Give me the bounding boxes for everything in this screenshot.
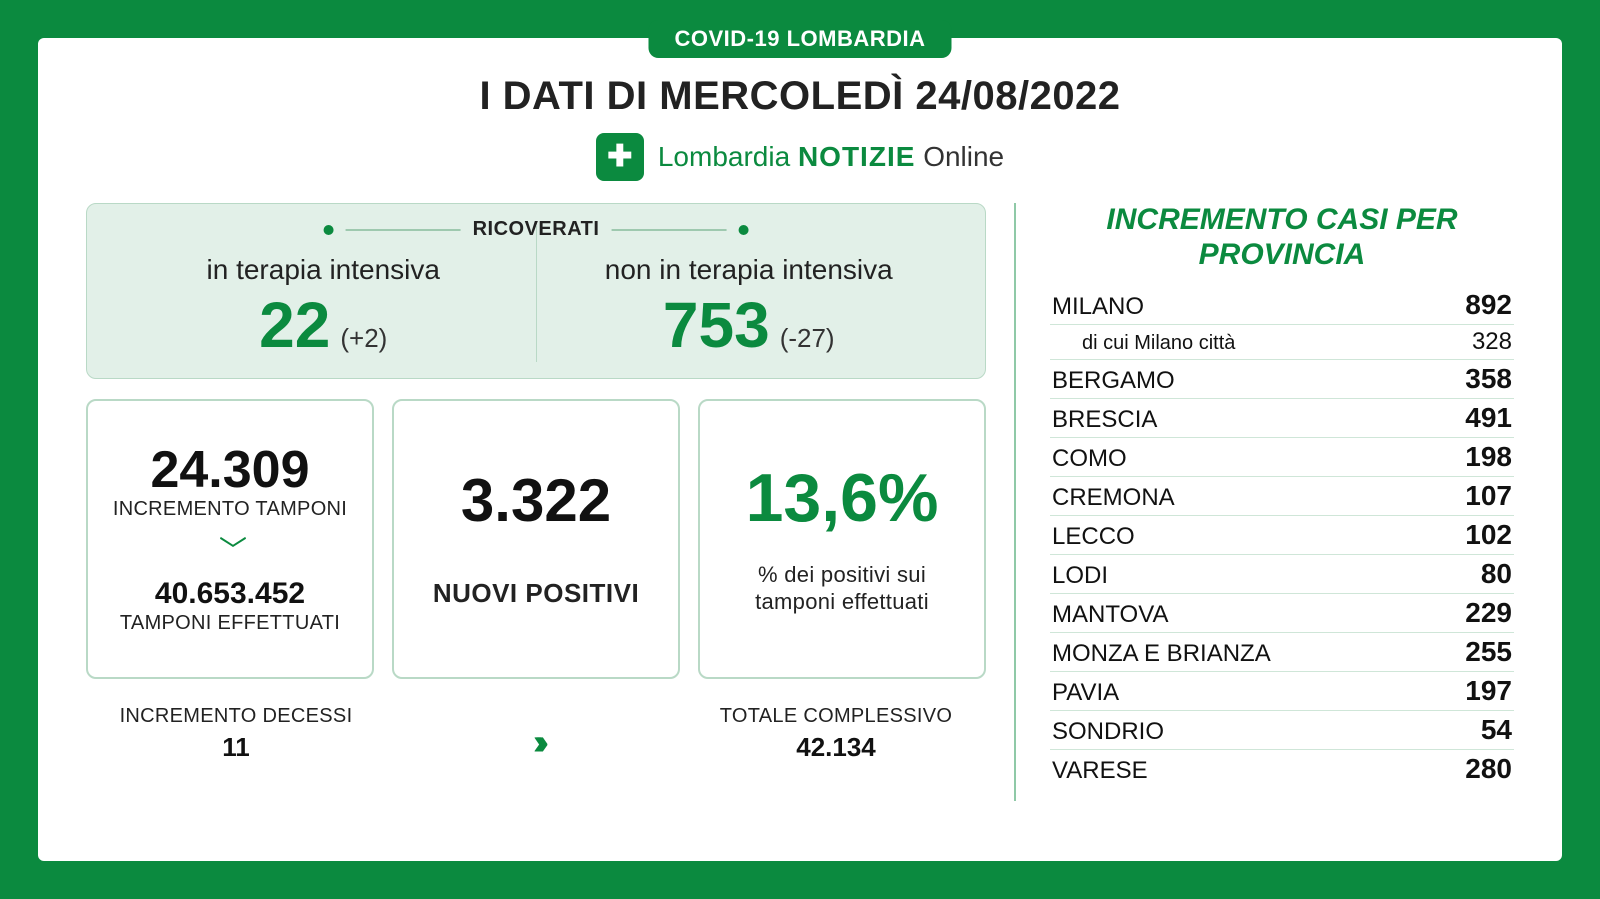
ricoverati-label: RICOVERATI [473,218,600,241]
positivi-label: NUOVI POSITIVI [404,578,668,609]
province-value: 80 [1481,558,1512,590]
province-row: di cui Milano città 328 [1050,325,1514,360]
icu-box: in terapia intensiva 22 (+2) [111,226,537,362]
province-name: BERGAMO [1052,367,1175,395]
infographic-frame: COVID-19 LOMBARDIA I DATI DI MERCOLEDÌ 2… [38,38,1562,861]
brand-row: Lombardia NOTIZIE Online [86,133,1514,181]
province-row: MANTOVA 229 [1050,594,1514,633]
nonicu-label: non in terapia intensiva [537,254,962,286]
decessi-value: 11 [86,732,386,763]
province-row: BRESCIA 491 [1050,399,1514,438]
totale-box: TOTALE COMPLESSIVO 42.134 [686,705,986,763]
stats-row: 24.309 INCREMENTO TAMPONI ﹀ 40.653.452 T… [86,399,986,679]
percent-label-2: tamponi effettuati [710,589,974,615]
bottom-row: INCREMENTO DECESSI 11 ››› TOTALE COMPLES… [86,705,986,763]
tamponi-incremento: 24.309 [98,443,362,498]
province-name: BRESCIA [1052,406,1157,434]
line-decoration [611,229,726,231]
decessi-label: INCREMENTO DECESSI [86,705,386,728]
brand-online: Online [923,141,1004,172]
province-row: MILANO 892 [1050,286,1514,325]
province-value: 892 [1465,289,1512,321]
province-name: MONZA E BRIANZA [1052,640,1271,668]
lombardia-logo-icon [596,133,644,181]
percent-label-1: % dei positivi sui [710,562,974,588]
province-value: 229 [1465,597,1512,629]
province-row: PAVIA 197 [1050,672,1514,711]
province-row: CREMONA 107 [1050,477,1514,516]
province-row: SONDRIO 54 [1050,711,1514,750]
totale-value: 42.134 [686,732,986,763]
province-name: LECCO [1052,523,1135,551]
tamponi-card: 24.309 INCREMENTO TAMPONI ﹀ 40.653.452 T… [86,399,374,679]
province-row: VARESE 280 [1050,750,1514,788]
province-value: 328 [1472,328,1512,356]
positivi-value: 3.322 [404,469,668,532]
province-row: LECCO 102 [1050,516,1514,555]
province-name: LODI [1052,562,1108,590]
province-name: VARESE [1052,757,1148,785]
brand-text: Lombardia NOTIZIE Online [658,141,1004,173]
province-row: COMO 198 [1050,438,1514,477]
tamponi-totale: 40.653.452 [98,577,362,611]
dot-icon [324,225,334,235]
dot-icon [738,225,748,235]
province-value: 54 [1481,714,1512,746]
nonicu-box: non in terapia intensiva 753 (-27) [537,226,962,362]
province-title: INCREMENTO CASI PER PROVINCIA [1050,203,1514,272]
brand-lombardia: Lombardia [658,141,790,172]
totale-label: TOTALE COMPLESSIVO [686,705,986,728]
ricoverati-panel: RICOVERATI in terapia intensiva 22 (+2) … [86,203,986,379]
province-name: MILANO [1052,293,1144,321]
province-row: BERGAMO 358 [1050,360,1514,399]
ricoverati-header: RICOVERATI [324,218,749,241]
province-value: 358 [1465,363,1512,395]
province-value: 198 [1465,441,1512,473]
province-value: 280 [1465,753,1512,785]
positivi-card: 3.322 NUOVI POSITIVI [392,399,680,679]
tamponi-totale-label: TAMPONI EFFETTUATI [98,611,362,635]
province-row: MONZA E BRIANZA 255 [1050,633,1514,672]
province-list: MILANO 892 di cui Milano città 328 BERGAMO 35… [1050,286,1514,788]
province-value: 107 [1465,480,1512,512]
province-name: PAVIA [1052,679,1119,707]
icu-label: in terapia intensiva [111,254,536,286]
line-decoration [346,229,461,231]
decessi-box: INCREMENTO DECESSI 11 [86,705,386,763]
nonicu-value: 753 [663,288,770,362]
province-name: CREMONA [1052,484,1175,512]
province-name: MANTOVA [1052,601,1168,629]
chevron-down-icon: ﹀ [98,529,362,569]
percent-value: 13,6% [710,463,974,534]
province-value: 102 [1465,519,1512,551]
tamponi-incremento-label: INCREMENTO TAMPONI [98,497,362,521]
left-column: RICOVERATI in terapia intensiva 22 (+2) … [86,203,986,801]
province-name: di cui Milano città [1082,332,1235,355]
percent-card: 13,6% % dei positivi sui tamponi effettu… [698,399,986,679]
brand-notizie: NOTIZIE [798,141,915,172]
header-chip: COVID-19 LOMBARDIA [648,20,951,58]
content-row: RICOVERATI in terapia intensiva 22 (+2) … [86,203,1514,801]
chevron-right-icon: ››› [386,705,686,763]
icu-delta: (+2) [340,323,387,354]
province-row: LODI 80 [1050,555,1514,594]
nonicu-delta: (-27) [780,323,835,354]
icu-value: 22 [259,288,330,362]
province-value: 491 [1465,402,1512,434]
province-name: COMO [1052,445,1127,473]
province-name: SONDRIO [1052,718,1164,746]
province-value: 255 [1465,636,1512,668]
province-column: INCREMENTO CASI PER PROVINCIA MILANO 892 d… [1014,203,1514,801]
province-value: 197 [1465,675,1512,707]
